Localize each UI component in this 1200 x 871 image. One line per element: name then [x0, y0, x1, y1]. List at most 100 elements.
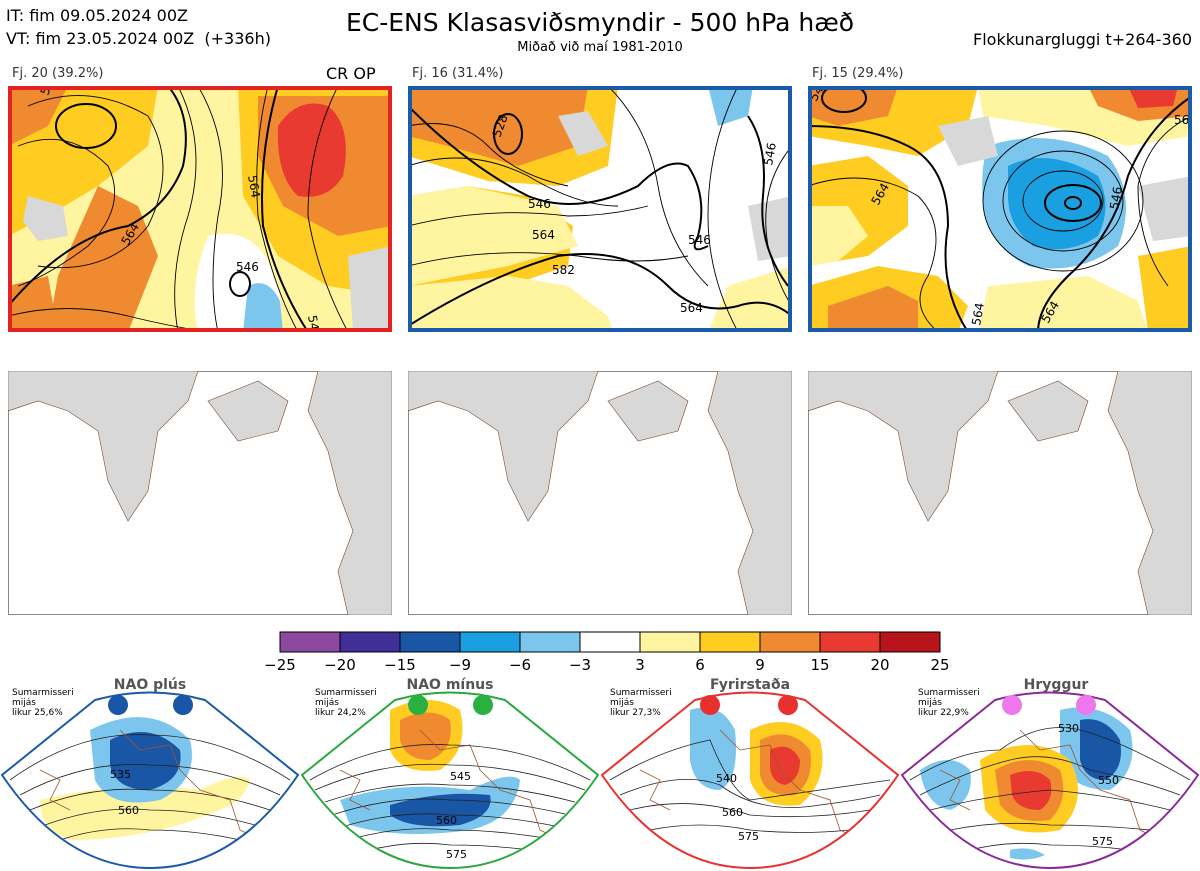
cluster-1-label: Fj. 20 (39.2%)	[12, 66, 104, 81]
contour-label: 560	[436, 814, 457, 827]
it-line: IT: fim 09.05.2024 00Z	[6, 6, 188, 25]
window-label: Flokkunargluggi t+264-360	[973, 30, 1192, 49]
contour-label: 530	[1058, 722, 1079, 735]
regime-map-2: 545 560 575	[300, 691, 600, 870]
vt-line: VT: fim 23.05.2024 00Z (+336h)	[6, 29, 271, 48]
regime-2-title: NAO mínus	[406, 677, 494, 693]
colorbar-segment	[399, 631, 461, 653]
regime-dot	[173, 695, 193, 715]
basemap-2	[408, 371, 792, 615]
page-title: EC-ENS Klasasviðsmyndir - 500 hPa hæð	[345, 8, 855, 37]
cluster-panel-1: 546 564 564 546 546	[8, 86, 392, 332]
cluster-map-3: 546 564 546 564 564 56	[808, 86, 1192, 332]
contour-label: 535	[110, 768, 131, 781]
contour-label: 564	[532, 228, 555, 242]
contour-label: 56	[1174, 113, 1189, 127]
colorbar-tick-label: 25	[930, 656, 949, 674]
colorbar-tick-label: 20	[870, 656, 889, 674]
cluster-border	[408, 86, 792, 332]
contour-label: 540	[716, 772, 737, 785]
basemap-1	[8, 371, 392, 615]
colorbar-tick-label: −25	[264, 656, 296, 674]
regime-4-title: Hryggur	[1023, 677, 1089, 693]
colorbar-tick-label: 3	[635, 656, 645, 674]
cluster-panel-3: 546 564 546 564 564 56	[808, 86, 1192, 332]
note-line: Sumarmisseri	[12, 688, 74, 698]
note-line: Sumarmisseri	[610, 688, 672, 698]
colorbar-tick-label: −15	[384, 656, 416, 674]
colorbar-tick-label: 15	[810, 656, 829, 674]
colorbar-segment	[279, 631, 341, 653]
colorbar-segment	[639, 631, 701, 653]
note-line: likur 24,2%	[315, 708, 366, 718]
regime-3-title: Fyrirstaða	[709, 677, 791, 693]
contour-label: 564	[245, 174, 263, 199]
contour-label: 546	[236, 260, 259, 274]
cluster-map-2: 546 528 546 564 582 564 546	[408, 86, 792, 332]
regime-dot	[778, 695, 798, 715]
contour-label: 546	[528, 197, 551, 211]
contour-label: 575	[738, 830, 759, 843]
colorbar-tick-label: 9	[755, 656, 765, 674]
note-line: mijás	[918, 698, 942, 708]
cluster-map-1: 546 564 564 546 546	[8, 86, 392, 332]
colorbar-tick-label: −3	[569, 656, 591, 674]
regime-1-title: NAO plús	[113, 677, 187, 693]
regime-dot	[700, 695, 720, 715]
note-line: likur 22,9%	[918, 708, 969, 718]
colorbar-segment	[459, 631, 521, 653]
regime-2-note: Sumarmisseri mijás likur 24,2%	[315, 688, 377, 718]
note-line: mijás	[12, 698, 36, 708]
cluster-panel-2: 546 528 546 564 582 564 546	[408, 86, 792, 332]
colorbar-segment	[699, 631, 761, 653]
cluster-3-label: Fj. 15 (29.4%)	[812, 66, 904, 81]
cluster-2-label: Fj. 16 (31.4%)	[412, 66, 504, 81]
regime-3-note: Sumarmisseri mijás likur 27,3%	[610, 688, 672, 718]
cluster-1-tag: CR OP	[326, 64, 376, 83]
colorbar: −25 −20 −15 −9 −6 −3 3 6 9 15 20 25	[264, 631, 950, 674]
regime-dot	[1002, 695, 1022, 715]
colorbar-tick-label: −9	[449, 656, 471, 674]
note-line: likur 27,3%	[610, 708, 661, 718]
colorbar-segment	[339, 631, 401, 653]
note-line: Sumarmisseri	[918, 688, 980, 698]
colorbar-segment	[819, 631, 881, 653]
colorbar-segment	[759, 631, 821, 653]
regime-map-1: 535 560	[0, 691, 300, 870]
contour-label: 550	[1098, 774, 1119, 787]
contour-label: 546	[688, 233, 711, 247]
contour-label: 564	[680, 301, 703, 315]
colorbar-segment	[519, 631, 581, 653]
colorbar-tick-label: −20	[324, 656, 356, 674]
cluster-border	[8, 86, 392, 332]
colorbar-segment	[579, 631, 641, 653]
note-line: Sumarmisseri	[315, 688, 377, 698]
contour-label: 575	[446, 848, 467, 861]
note-line: mijás	[610, 698, 634, 708]
colorbar-segment	[879, 631, 941, 653]
contour-label: 582	[552, 263, 575, 277]
regime-dot	[408, 695, 428, 715]
contour-label: 545	[450, 770, 471, 783]
colorbar-tick-label: −6	[509, 656, 531, 674]
contour-label: 560	[722, 806, 743, 819]
regime-dot	[473, 695, 493, 715]
regime-4-note: Sumarmisseri mijás likur 22,9%	[918, 688, 980, 718]
contour-label: 546	[38, 86, 59, 97]
colorbar-tick-label: 6	[695, 656, 705, 674]
regime-1-note: Sumarmisseri mijás likur 25,6%	[12, 688, 74, 718]
header-info: IT: fim 09.05.2024 00Z VT: fim 23.05.202…	[6, 4, 271, 50]
contour-label: 575	[1092, 835, 1113, 848]
cluster-border	[808, 86, 1192, 332]
contour-label: 546	[1107, 186, 1125, 211]
page-subtitle: Miðað við maí 1981-2010	[517, 40, 683, 55]
regime-map-4: 530 550 575	[900, 691, 1200, 870]
note-line: mijás	[315, 698, 339, 708]
regime-dot	[108, 695, 128, 715]
contour-label: 560	[118, 804, 139, 817]
note-line: likur 25,6%	[12, 708, 63, 718]
contour-label: 564	[969, 302, 987, 327]
contour-label: 546	[761, 142, 779, 167]
regime-dot	[1076, 695, 1096, 715]
basemap-3	[808, 371, 1192, 615]
